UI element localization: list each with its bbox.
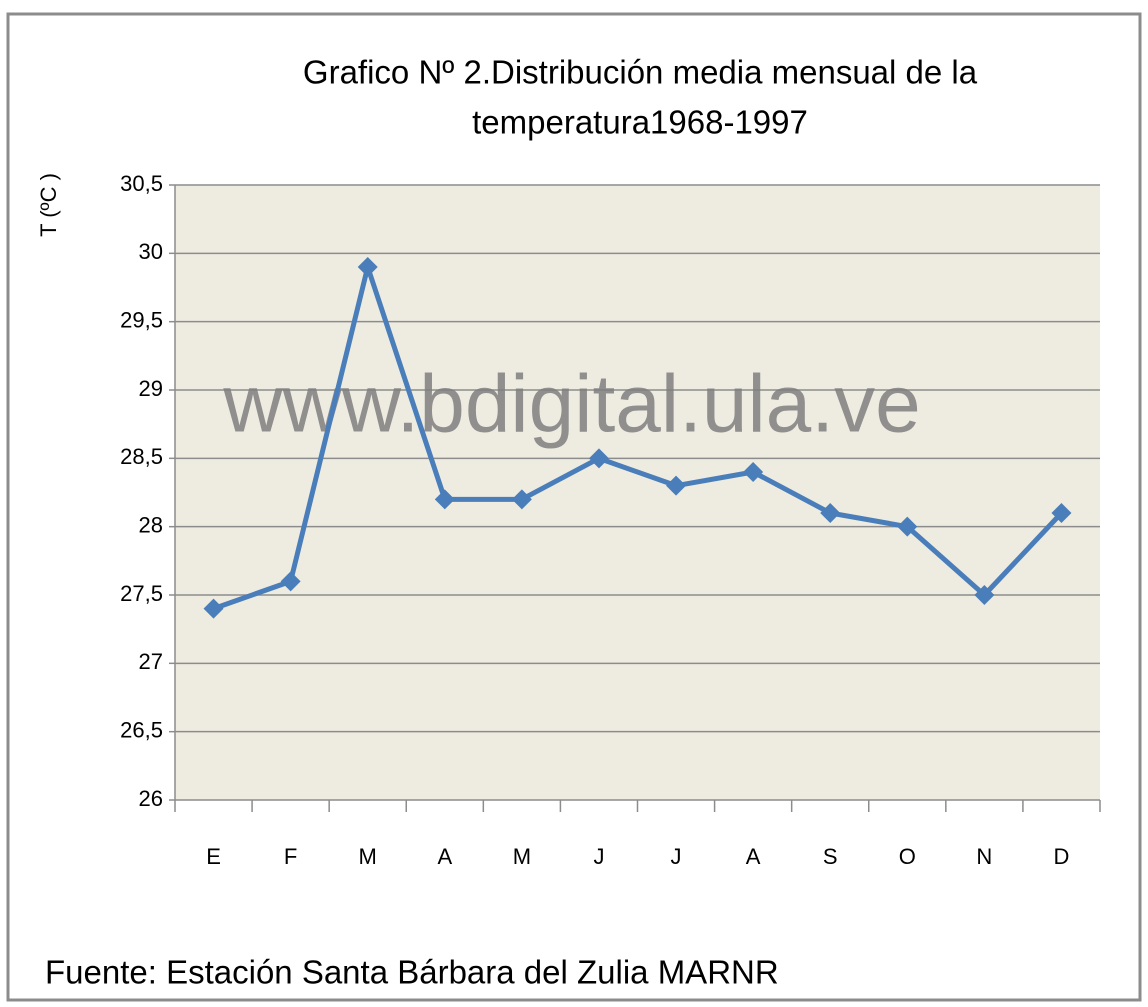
data-point: [434, 489, 455, 510]
y-tick-label: 29,5: [120, 307, 163, 332]
data-point: [588, 448, 609, 469]
data-point: [666, 475, 687, 496]
data-point: [974, 585, 995, 605]
data-point: [511, 489, 532, 510]
source-note: Fuente: Estación Santa Bárbara del Zulia…: [45, 954, 779, 991]
y-tick-label: 28,5: [120, 444, 163, 469]
x-tick-label: E: [206, 844, 221, 869]
x-tick-label: A: [746, 844, 761, 869]
x-tick-label: J: [671, 844, 682, 869]
x-tick-label: N: [976, 844, 992, 869]
data-point: [743, 462, 764, 482]
y-tick-label: 30: [139, 239, 163, 264]
x-tick-label: J: [593, 844, 604, 869]
y-tick-label: 26,5: [120, 717, 163, 742]
x-tick-label: M: [513, 844, 531, 869]
data-point: [203, 598, 224, 619]
x-tick-label: M: [359, 844, 377, 869]
data-point: [897, 516, 918, 537]
y-tick-label: 28: [139, 512, 163, 537]
x-tick-label: S: [823, 844, 838, 869]
y-tick-label: 26: [139, 786, 163, 811]
data-point: [1051, 503, 1072, 523]
y-tick-label: 29: [139, 376, 163, 401]
x-tick-label: A: [437, 844, 452, 869]
x-tick-label: O: [899, 844, 916, 869]
y-tick-label: 27,5: [120, 581, 163, 606]
x-tick-label: F: [284, 844, 297, 869]
plot-area: [169, 184, 1101, 812]
data-point: [820, 503, 841, 523]
y-axis-label: T (ºC ): [36, 173, 61, 237]
data-point: [280, 571, 301, 592]
plot-background: [175, 185, 1100, 800]
data-point: [357, 257, 378, 277]
y-tick-label: 30,5: [120, 171, 163, 196]
chart-title: Grafico Nº 2.Distribución media mensual …: [303, 54, 978, 91]
watermark: www.bdigital.ula.ve: [222, 359, 920, 450]
y-tick-label: 27: [139, 649, 163, 674]
chart-title: temperatura1968-1997: [472, 104, 808, 141]
x-tick-label: D: [1054, 844, 1070, 869]
data-line: [212, 264, 1064, 612]
